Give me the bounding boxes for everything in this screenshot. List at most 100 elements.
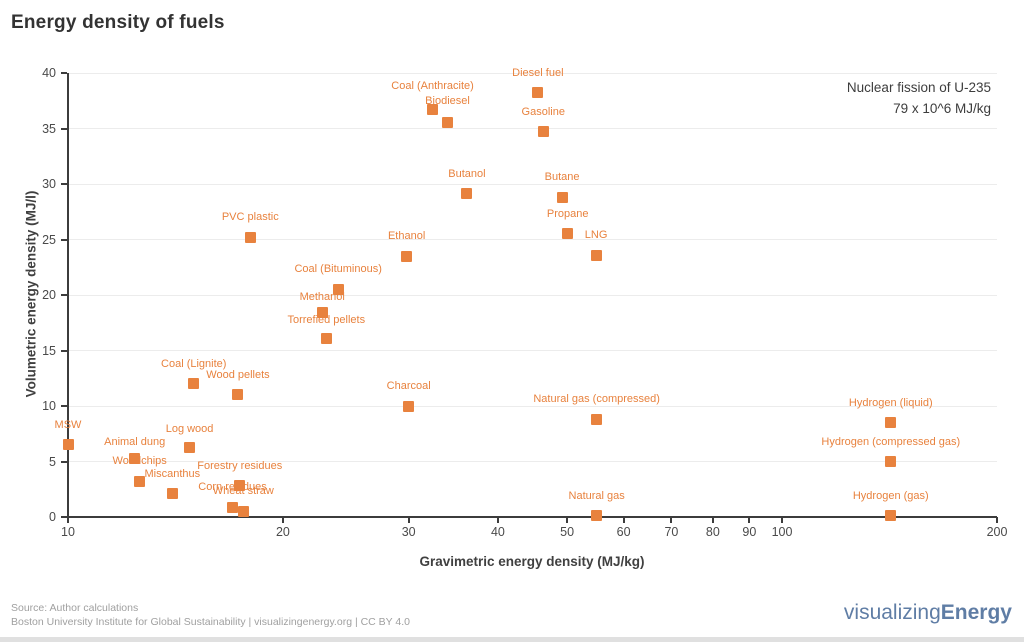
grid-line-y-20	[68, 294, 997, 296]
data-point-pvc-plastic[interactable]	[244, 231, 256, 243]
data-point-diesel-fuel[interactable]	[532, 87, 544, 99]
visualizing-energy-logo[interactable]: visualizingEnergy	[844, 601, 1012, 625]
point-label-methanol: Methanol	[299, 290, 345, 303]
data-point-coal-lignite[interactable]	[188, 378, 200, 390]
nuclear-annotation-line1: Nuclear fission of U-235	[846, 80, 991, 95]
y-tick-label-40: 40	[42, 66, 56, 80]
data-point-hydrogen-gas[interactable]	[885, 510, 897, 522]
data-point-butanol[interactable]	[461, 188, 473, 200]
footer-source-text: Source: Author calculations	[11, 602, 139, 614]
point-label-wheat-straw: Wheat straw	[212, 485, 274, 498]
grid-line-y-40	[68, 72, 997, 74]
grid-line-y-15	[68, 350, 997, 351]
grid-line-y-25	[68, 239, 997, 240]
point-label-propane: Propane	[546, 207, 589, 220]
point-label-coal-bituminous: Coal (Bituminous)	[294, 263, 382, 276]
x-tick-label-30: 30	[401, 525, 416, 539]
data-point-hydrogen-liquid[interactable]	[885, 417, 897, 429]
point-label-coal-lignite: Coal (Lignite)	[161, 357, 227, 370]
point-label-log-wood: Log wood	[165, 423, 214, 436]
logo-text-bold: Energy	[940, 601, 1012, 624]
data-point-propane[interactable]	[562, 228, 574, 240]
data-point-lng[interactable]	[590, 249, 602, 261]
point-label-corn-residues: Corn residues	[198, 481, 267, 493]
data-point-coal-anthracite[interactable]	[427, 104, 439, 116]
point-label-butane: Butane	[544, 171, 580, 184]
nuclear-annotation-line2: 79 x 10^6 MJ/kg	[893, 101, 991, 116]
point-label-charcoal: Charcoal	[386, 380, 431, 392]
y-tick-10	[61, 405, 67, 407]
point-label-coal-anthracite: Coal (Anthracite)	[391, 79, 474, 92]
x-tick-20	[281, 517, 284, 523]
chart-title: Energy density of fuels	[11, 12, 225, 33]
x-tick-40	[496, 517, 499, 523]
x-tick-label-20: 20	[275, 525, 290, 539]
x-tick-label-60: 60	[616, 525, 631, 539]
y-tick-label-10: 10	[42, 399, 56, 413]
x-tick-100	[781, 517, 784, 523]
data-point-natural-gas-compressed[interactable]	[591, 413, 603, 425]
data-point-corn-residues[interactable]	[227, 501, 239, 513]
point-label-forestry-residues: Forestry residues	[197, 459, 283, 472]
grid-line-y-30	[68, 183, 997, 185]
x-tick-label-90: 90	[742, 525, 757, 539]
bottom-divider-strip	[0, 637, 1024, 642]
point-label-ethanol: Ethanol	[387, 230, 426, 243]
x-tick-label-10: 10	[61, 525, 75, 539]
data-point-butane[interactable]	[556, 191, 568, 203]
data-point-ethanol[interactable]	[401, 250, 413, 262]
point-label-hydrogen-liquid: Hydrogen (liquid)	[848, 396, 933, 409]
point-label-msw: MSW	[54, 418, 82, 431]
y-tick-label-5: 5	[49, 454, 56, 469]
point-label-miscanthus: Miscanthus	[144, 467, 201, 480]
x-tick-90	[748, 517, 751, 523]
data-point-coal-bituminous[interactable]	[332, 283, 344, 295]
data-point-wheat-straw[interactable]	[237, 505, 249, 517]
x-axis-spine	[67, 516, 997, 518]
data-point-log-wood[interactable]	[184, 441, 196, 453]
y-axis-spine	[67, 73, 69, 517]
point-label-hydrogen-compressed-gas: Hydrogen (compressed gas)	[821, 435, 961, 448]
data-point-biodiesel[interactable]	[442, 117, 453, 129]
point-label-wood-pellets: Wood pellets	[206, 368, 270, 381]
point-label-torrefied-pellets: Torrefied pellets	[287, 314, 366, 327]
grid-line-y-35	[68, 128, 997, 129]
data-point-hydrogen-compressed-gas[interactable]	[885, 456, 897, 467]
point-label-gasoline: Gasoline	[521, 105, 565, 118]
x-tick-label-50: 50	[560, 525, 575, 539]
data-point-animal-dung[interactable]	[129, 452, 141, 464]
y-tick-15	[61, 349, 67, 352]
x-tick-label-200: 200	[986, 525, 1008, 539]
data-point-gasoline[interactable]	[537, 126, 549, 138]
y-tick-0	[61, 516, 67, 518]
data-point-methanol[interactable]	[316, 307, 328, 319]
x-tick-30	[407, 517, 410, 523]
data-point-torrefied-pellets[interactable]	[320, 332, 332, 344]
data-point-wood-pellets[interactable]	[232, 389, 244, 401]
x-tick-60	[622, 517, 625, 523]
nuclear-annotation: Nuclear fission of U-235 79 x 10^6 MJ/kg	[847, 77, 991, 119]
data-point-miscanthus[interactable]	[166, 488, 178, 500]
grid-line-y-5	[68, 461, 997, 462]
y-tick-35	[61, 127, 67, 130]
data-point-forestry-residues[interactable]	[234, 480, 246, 492]
point-label-animal-dung: Animal dung	[104, 436, 166, 449]
point-label-natural-gas: Natural gas	[568, 489, 625, 502]
data-point-woodchips[interactable]	[134, 475, 146, 487]
y-tick-20	[61, 294, 67, 296]
y-tick-40	[61, 72, 67, 74]
y-tick-label-20: 20	[42, 288, 56, 302]
x-tick-label-80: 80	[705, 525, 720, 539]
point-label-hydrogen-gas: Hydrogen (gas)	[852, 489, 929, 502]
y-tick-label-0: 0	[49, 510, 56, 524]
x-tick-label-70: 70	[664, 525, 679, 539]
x-tick-70	[670, 517, 673, 523]
data-point-charcoal[interactable]	[403, 400, 415, 412]
point-label-pvc-plastic: PVC plastic	[221, 211, 279, 224]
point-label-woodchips: Woodchips	[112, 455, 167, 468]
x-tick-label-40: 40	[490, 525, 505, 539]
data-point-msw[interactable]	[62, 439, 74, 451]
grid-line-y-10	[68, 405, 997, 407]
data-point-natural-gas[interactable]	[591, 510, 603, 522]
